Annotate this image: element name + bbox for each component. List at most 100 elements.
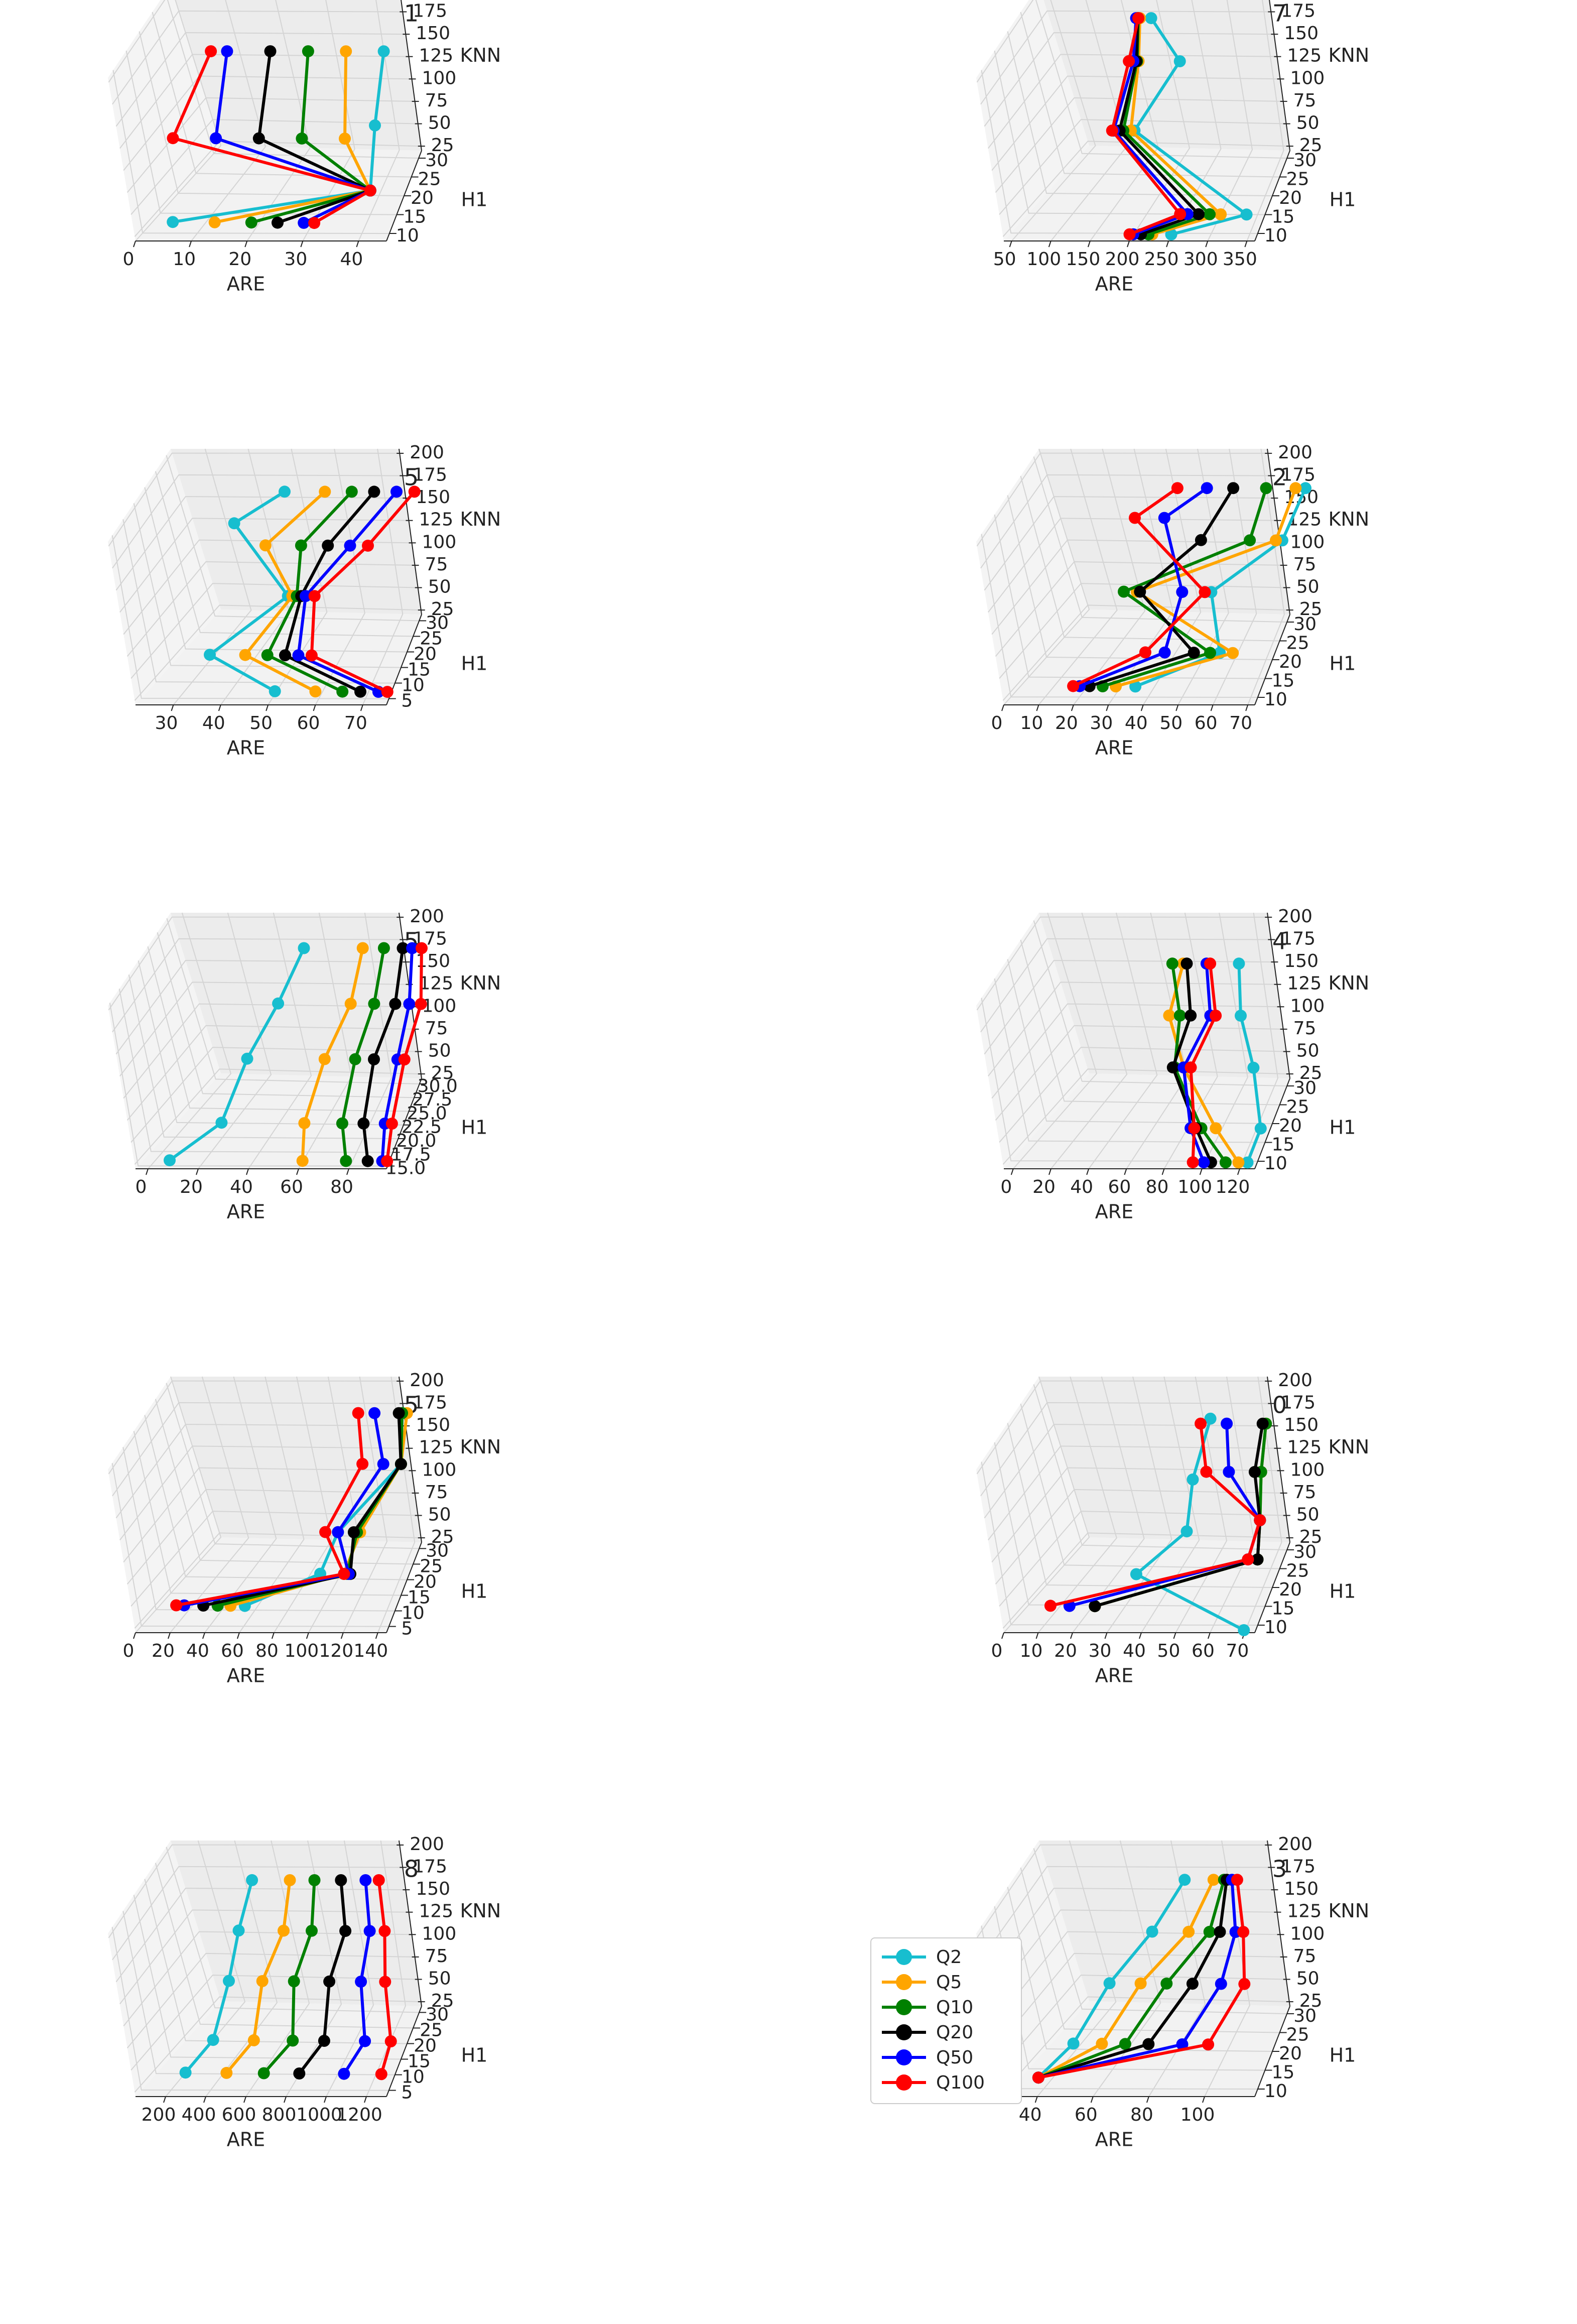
- y-tick-label: 30: [1293, 2006, 1317, 2026]
- y-tick-label: 15: [404, 207, 427, 227]
- x-tick-label: 30: [1090, 713, 1113, 733]
- data-point-q100: [1174, 208, 1187, 220]
- x-tick-label: 60: [280, 1177, 303, 1197]
- y-gridline: [166, 1847, 420, 2013]
- z-tick-label: 75: [425, 554, 448, 575]
- z-gridline: [126, 1025, 415, 1121]
- y-axis-label: H1: [1330, 1580, 1356, 1603]
- y-tick-label: 15: [1272, 1599, 1295, 1619]
- z-tick-label: 75: [1293, 554, 1317, 575]
- x-tick: [1087, 240, 1091, 248]
- data-point-q50: [403, 998, 416, 1010]
- y-axis-label: H1: [1330, 189, 1356, 211]
- z-gridline: [130, 1975, 418, 2070]
- y-gridline: [1020, 939, 1280, 1106]
- z-axis-line: [399, 1376, 422, 1543]
- z-gridline: [119, 1445, 409, 1541]
- data-point-q2: [1233, 957, 1245, 970]
- data-point-q10: [1260, 482, 1272, 495]
- x-tick: [1048, 240, 1052, 248]
- x-tick-label: 20: [180, 1177, 203, 1197]
- y-gridline: [1020, 475, 1280, 642]
- y-gridline: [994, 514, 1265, 679]
- data-point-q2: [232, 1924, 245, 1937]
- data-point-q100: [415, 998, 427, 1010]
- y-gridline: [1020, 12, 1280, 178]
- data-point-q2: [207, 2034, 219, 2046]
- z-tick-label: 200: [1278, 1370, 1312, 1391]
- data-point-q2: [1103, 1977, 1116, 1990]
- data-point-q100: [1129, 512, 1141, 524]
- z-gridline: [999, 1511, 1286, 1607]
- data-point-q5: [1182, 1925, 1195, 1938]
- data-point-q20: [318, 2035, 330, 2047]
- y-tick-label: 10: [396, 225, 419, 246]
- z-tick-label: 75: [1293, 1018, 1317, 1039]
- data-point-q2: [179, 2066, 192, 2079]
- y-gridline: [1007, 1423, 1273, 1588]
- legend-label: Q20: [936, 2022, 973, 2043]
- z-tick-label: 50: [1296, 112, 1320, 133]
- data-point-q20: [1185, 1009, 1197, 1022]
- x-tick: [313, 704, 316, 711]
- x-tick-label: 60: [1192, 1641, 1215, 1661]
- data-point-q20: [335, 1874, 347, 1886]
- data-point-q100: [1195, 1417, 1207, 1430]
- data-point-q10: [349, 1053, 361, 1065]
- x-axis-label: ARE: [1095, 273, 1133, 295]
- legend-label: Q2: [936, 1947, 962, 1968]
- z-gridline: [988, 1445, 1277, 1541]
- z-gridline: [119, 54, 409, 149]
- data-point-q50: [1158, 646, 1171, 659]
- legend-label: Q100: [936, 2072, 985, 2093]
- z-axis-line: [1267, 1840, 1290, 2007]
- data-point-q5: [256, 1975, 269, 1987]
- z-tick-label: 100: [422, 1459, 457, 1480]
- y-gridline: [128, 974, 399, 1139]
- data-point-q100: [1132, 12, 1145, 25]
- data-point-q20: [1089, 1600, 1101, 1613]
- z-gridline: [115, 32, 406, 127]
- data-point-q20: [347, 1526, 360, 1538]
- data-point-q5: [1096, 2037, 1108, 2050]
- data-point-q10: [306, 1924, 318, 1937]
- x-tick-label: 100: [1026, 249, 1061, 270]
- data-point-q20: [293, 2067, 306, 2080]
- back-pane: [1039, 913, 1290, 1078]
- z-gridline: [119, 518, 409, 613]
- x-tick-label: 600: [222, 2105, 256, 2125]
- data-point-q100: [375, 2068, 387, 2081]
- x-tick-label: 30: [284, 249, 307, 270]
- data-point-q2: [215, 1117, 228, 1129]
- x-tick: [218, 704, 221, 711]
- y-gridline: [139, 31, 405, 196]
- data-point-q2: [167, 216, 179, 228]
- data-point-q100: [1139, 646, 1151, 659]
- y-axis-line: [386, 1542, 422, 1633]
- y-tick-label: 25.0: [407, 1103, 447, 1124]
- z-gridline: [1002, 1996, 1289, 2093]
- z-gridline: [984, 960, 1274, 1055]
- z-tick-label: 100: [422, 996, 457, 1016]
- chart-panel: Station ID:201001010203040ARE1015202530H…: [108, 0, 501, 295]
- y-gridline: [133, 1431, 402, 1596]
- z-gridline: [976, 1380, 1268, 1475]
- left-pane: [108, 0, 221, 241]
- data-point-q10: [288, 1975, 300, 1988]
- y-gridline: [1007, 495, 1273, 660]
- x-tick: [340, 1632, 344, 1639]
- x-tick-label: 0: [991, 713, 1003, 733]
- data-point-q100: [1188, 1122, 1201, 1135]
- data-point-q20: [361, 1155, 374, 1167]
- x-tick-label: 60: [297, 713, 320, 733]
- data-point-q10: [1244, 534, 1256, 547]
- data-point-q50: [363, 1925, 376, 1937]
- data-point-q20: [1214, 1926, 1226, 1938]
- y-gridline: [144, 487, 408, 653]
- y-tick-label: 25: [1286, 633, 1309, 654]
- z-gridline: [980, 938, 1271, 1033]
- y-gridline: [122, 519, 395, 684]
- data-point-q20: [1193, 208, 1205, 220]
- series-line-q5: [214, 51, 372, 224]
- z-tick-label: 150: [416, 23, 450, 44]
